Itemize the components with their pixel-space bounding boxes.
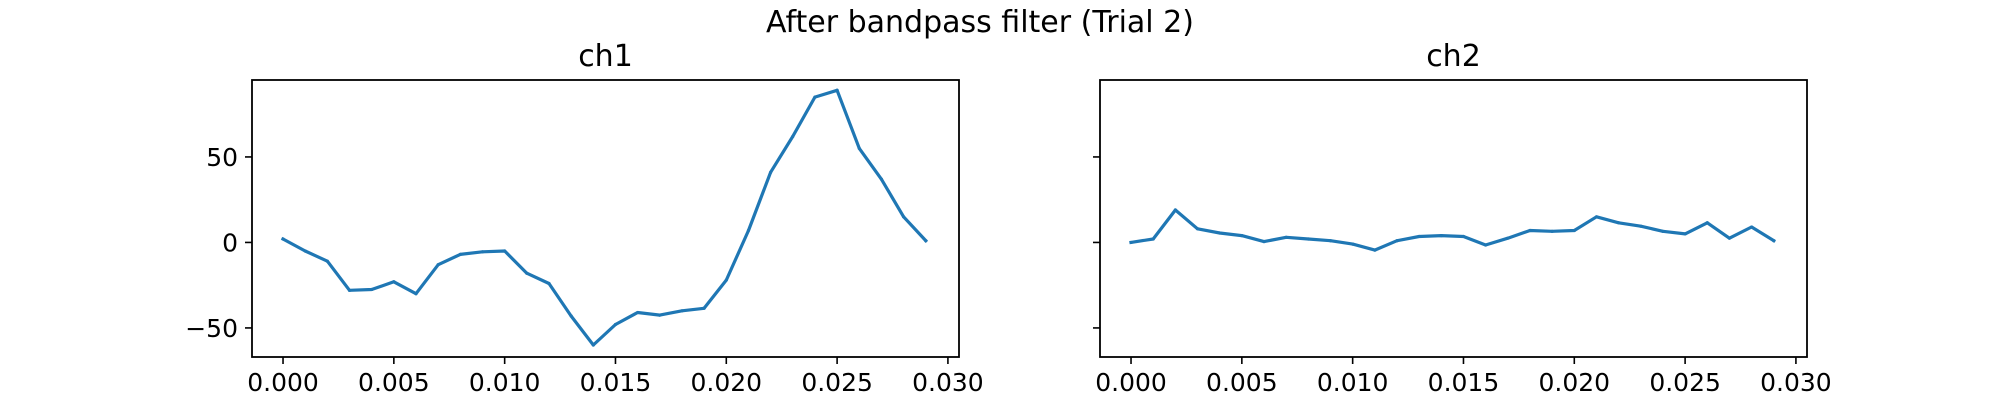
data-point — [613, 322, 618, 327]
data-point — [813, 95, 817, 99]
data-point — [1262, 239, 1266, 244]
data-point — [746, 228, 751, 233]
data-point — [458, 252, 462, 257]
data-point — [769, 170, 773, 174]
data-point — [547, 281, 551, 286]
data-point — [1417, 234, 1421, 239]
x-tick-label: 0.015 — [580, 368, 652, 397]
series-line — [280, 88, 929, 347]
data-point — [1284, 235, 1288, 239]
subplot-ch2: ch2 0.000 0.005 0.010 0.015 0.020 0.025 0.030 — [1093, 39, 1832, 397]
data-point — [1705, 221, 1709, 225]
data-point — [1240, 233, 1244, 238]
subplot-ch1: ch1 0.000 0.005 0.010 0.015 0.020 0.025 0.030 50… — [185, 39, 983, 397]
x-tick-label: 0.010 — [1317, 368, 1389, 397]
data-point — [1727, 236, 1732, 240]
data-point — [835, 88, 839, 92]
data-point — [325, 259, 329, 263]
data-point — [303, 249, 307, 253]
data-point — [1661, 229, 1665, 233]
data-point — [1218, 231, 1222, 235]
x-tick-label: 0.000 — [247, 368, 319, 397]
data-point — [392, 280, 396, 284]
x-tick-label: 0.015 — [1428, 368, 1500, 397]
data-point — [414, 292, 418, 296]
data-point — [1129, 240, 1133, 245]
figure-suptitle: After bandpass filter (Trial 2) — [766, 5, 1194, 40]
data-point — [1306, 237, 1310, 241]
x-tick-label: 0.030 — [912, 368, 984, 397]
series-line — [1129, 208, 1777, 252]
y-tick-label: −50 — [185, 314, 238, 343]
data-point — [1506, 236, 1510, 240]
data-point — [1395, 239, 1399, 243]
data-point — [1373, 248, 1377, 252]
data-point — [658, 313, 662, 317]
data-point — [791, 134, 795, 139]
data-point — [1484, 243, 1488, 247]
y-tick-label: 0 — [222, 228, 238, 257]
data-point — [1528, 228, 1532, 233]
data-point — [1683, 232, 1687, 236]
axes-frame — [251, 79, 960, 358]
data-point — [1772, 239, 1776, 243]
data-point — [370, 287, 374, 292]
data-point — [1195, 227, 1200, 231]
data-point — [1328, 239, 1333, 243]
x-tick-label: 0.000 — [1095, 368, 1167, 397]
x-tick-label: 0.005 — [1206, 368, 1278, 397]
data-point — [1151, 237, 1155, 241]
x-tick-label: 0.020 — [1538, 368, 1610, 397]
data-point — [525, 271, 529, 275]
data-point — [1749, 225, 1754, 229]
x-tick-label: 0.005 — [358, 368, 430, 397]
data-point — [1572, 228, 1576, 233]
x-tick-label: 0.020 — [690, 368, 762, 397]
data-point — [569, 314, 573, 318]
x-tick-label: 0.025 — [801, 368, 873, 397]
y-tick-label: 50 — [206, 143, 238, 172]
data-point — [1617, 221, 1621, 225]
data-point — [436, 263, 440, 267]
data-point — [1439, 233, 1443, 238]
data-point — [1639, 224, 1643, 228]
data-point — [702, 306, 706, 310]
x-tick-label: 0.030 — [1760, 368, 1832, 397]
subplot-title: ch1 — [578, 39, 633, 74]
data-point — [1594, 215, 1599, 219]
data-point — [1351, 242, 1355, 246]
data-point — [1461, 234, 1466, 239]
data-point — [680, 309, 684, 313]
data-point — [480, 250, 485, 254]
data-point — [1550, 229, 1554, 233]
data-point — [591, 343, 595, 347]
data-point — [879, 177, 884, 181]
data-point — [857, 146, 861, 150]
data-point — [1173, 208, 1177, 212]
data-point — [924, 239, 928, 243]
x-tick-label: 0.025 — [1649, 368, 1721, 397]
x-tick-label: 0.010 — [469, 368, 541, 397]
subplot-title: ch2 — [1426, 39, 1481, 74]
data-point — [636, 310, 640, 315]
data-point — [347, 288, 352, 292]
data-point — [281, 237, 285, 241]
data-point — [724, 278, 728, 282]
axes-frame — [1099, 79, 1808, 358]
data-point — [503, 249, 507, 253]
data-point — [901, 215, 906, 219]
